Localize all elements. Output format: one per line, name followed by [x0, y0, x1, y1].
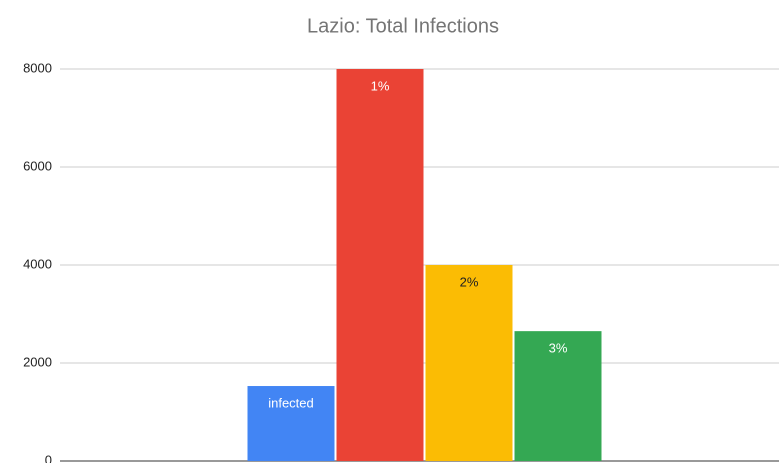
y-tick-label: 8000	[23, 60, 52, 75]
bar	[336, 69, 424, 461]
bar-label: 3%	[549, 341, 568, 356]
bar-label: 1%	[371, 78, 390, 93]
bar	[514, 331, 602, 461]
y-tick-label: 4000	[23, 256, 52, 271]
bar-label: infected	[268, 395, 314, 410]
y-tick-label: 2000	[23, 354, 52, 369]
bar-label: 2%	[460, 274, 479, 289]
y-tick-label: 0	[45, 452, 52, 463]
y-tick-label: 6000	[23, 158, 52, 173]
chart-title: Lazio: Total Infections	[307, 15, 499, 37]
bar	[247, 386, 335, 461]
bar	[425, 265, 513, 461]
